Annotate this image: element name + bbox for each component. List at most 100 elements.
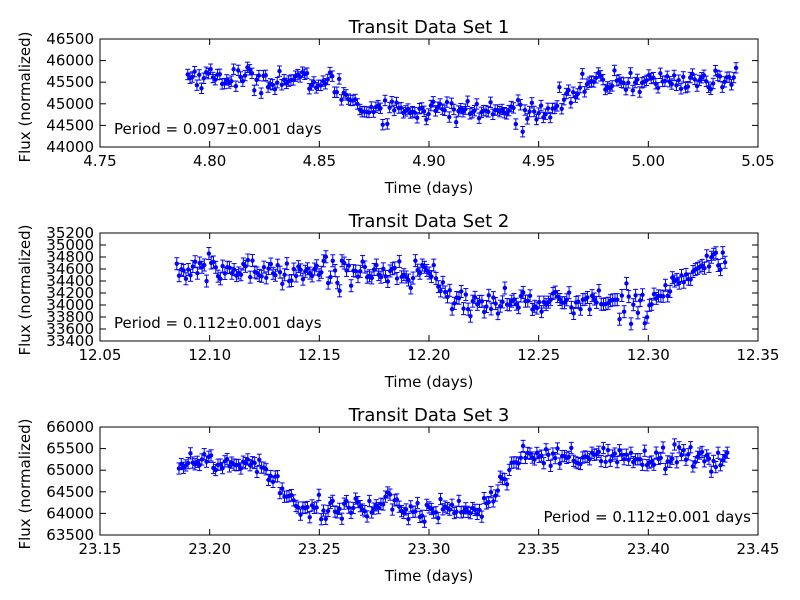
data-point	[577, 457, 583, 471]
point-marker	[482, 309, 487, 315]
data-point	[485, 106, 491, 118]
data-point	[548, 459, 554, 472]
data-point	[396, 254, 402, 268]
data-point	[658, 451, 664, 465]
point-marker	[713, 250, 719, 255]
point-marker	[681, 280, 687, 285]
data-point	[678, 448, 684, 462]
point-marker	[518, 455, 524, 461]
data-point	[194, 266, 200, 280]
x-tick-label: 23.45	[737, 540, 780, 558]
point-marker	[573, 94, 578, 100]
data-point	[323, 512, 329, 526]
data-point	[474, 507, 480, 521]
data-point	[329, 70, 335, 82]
point-marker	[332, 268, 338, 273]
data-point	[681, 275, 687, 289]
point-marker	[312, 266, 317, 272]
data-point	[261, 260, 267, 274]
point-marker	[676, 77, 681, 83]
data-point	[314, 259, 320, 273]
point-marker	[451, 107, 457, 112]
data-point	[603, 455, 609, 469]
point-marker	[183, 276, 189, 281]
point-marker	[323, 254, 329, 259]
point-marker	[515, 97, 521, 103]
point-marker	[206, 71, 211, 76]
point-marker	[199, 86, 204, 91]
point-marker	[254, 469, 260, 475]
point-marker	[550, 451, 556, 456]
data-point	[513, 297, 519, 311]
point-marker	[371, 267, 377, 272]
data-point	[566, 450, 572, 463]
point-marker	[637, 89, 642, 95]
point-marker	[319, 517, 324, 522]
data-point	[557, 292, 563, 306]
data-point	[601, 297, 607, 311]
point-marker	[296, 264, 301, 269]
point-marker	[201, 76, 206, 81]
point-marker	[670, 456, 675, 461]
point-marker	[518, 102, 523, 107]
point-marker	[247, 463, 253, 468]
x-tick-label: 12.30	[627, 346, 670, 364]
point-marker	[335, 510, 340, 515]
point-marker	[335, 280, 340, 286]
data-point	[334, 86, 340, 98]
data-point	[201, 258, 207, 272]
point-marker	[687, 75, 693, 80]
data-point	[625, 77, 631, 89]
point-marker	[688, 277, 693, 282]
data-point	[311, 262, 317, 276]
point-marker	[513, 121, 519, 127]
point-marker	[520, 129, 525, 134]
point-marker	[580, 71, 585, 76]
data-point	[384, 118, 390, 130]
data-point	[337, 284, 343, 298]
point-marker	[392, 108, 397, 113]
point-marker	[532, 457, 537, 462]
data-point	[220, 259, 226, 273]
data-point	[557, 457, 563, 470]
data-point	[348, 279, 354, 293]
data-point	[394, 493, 400, 506]
data-point	[256, 69, 262, 82]
point-marker	[334, 90, 340, 95]
data-point	[465, 302, 471, 316]
data-point	[461, 302, 467, 316]
data-point	[662, 462, 668, 476]
point-marker	[300, 276, 306, 282]
point-marker	[585, 295, 590, 300]
data-point	[717, 70, 723, 83]
y-tick-label: 34400	[46, 272, 94, 290]
point-marker	[250, 258, 255, 263]
panel-2-xlabel: Time (days)	[384, 373, 474, 391]
point-marker	[596, 449, 602, 455]
data-point	[630, 298, 636, 312]
data-point	[713, 246, 719, 260]
data-point	[338, 94, 344, 106]
point-marker	[419, 105, 424, 111]
y-tick-label: 44000	[46, 138, 94, 156]
data-point	[517, 99, 523, 111]
data-point	[506, 463, 512, 477]
data-point	[316, 488, 322, 501]
data-point	[518, 451, 524, 464]
data-point	[449, 498, 455, 511]
data-point	[667, 284, 673, 298]
data-point	[254, 465, 260, 479]
point-marker	[426, 111, 431, 117]
point-marker	[640, 292, 645, 297]
data-point	[605, 443, 611, 457]
point-marker	[325, 77, 330, 82]
point-marker	[630, 88, 636, 93]
point-marker	[564, 91, 569, 96]
point-marker	[527, 109, 532, 114]
point-marker	[628, 321, 634, 327]
data-point	[715, 446, 721, 459]
data-point	[591, 292, 597, 306]
x-tick-label: 12.10	[188, 346, 231, 364]
data-point	[357, 500, 363, 513]
point-marker	[406, 516, 411, 522]
